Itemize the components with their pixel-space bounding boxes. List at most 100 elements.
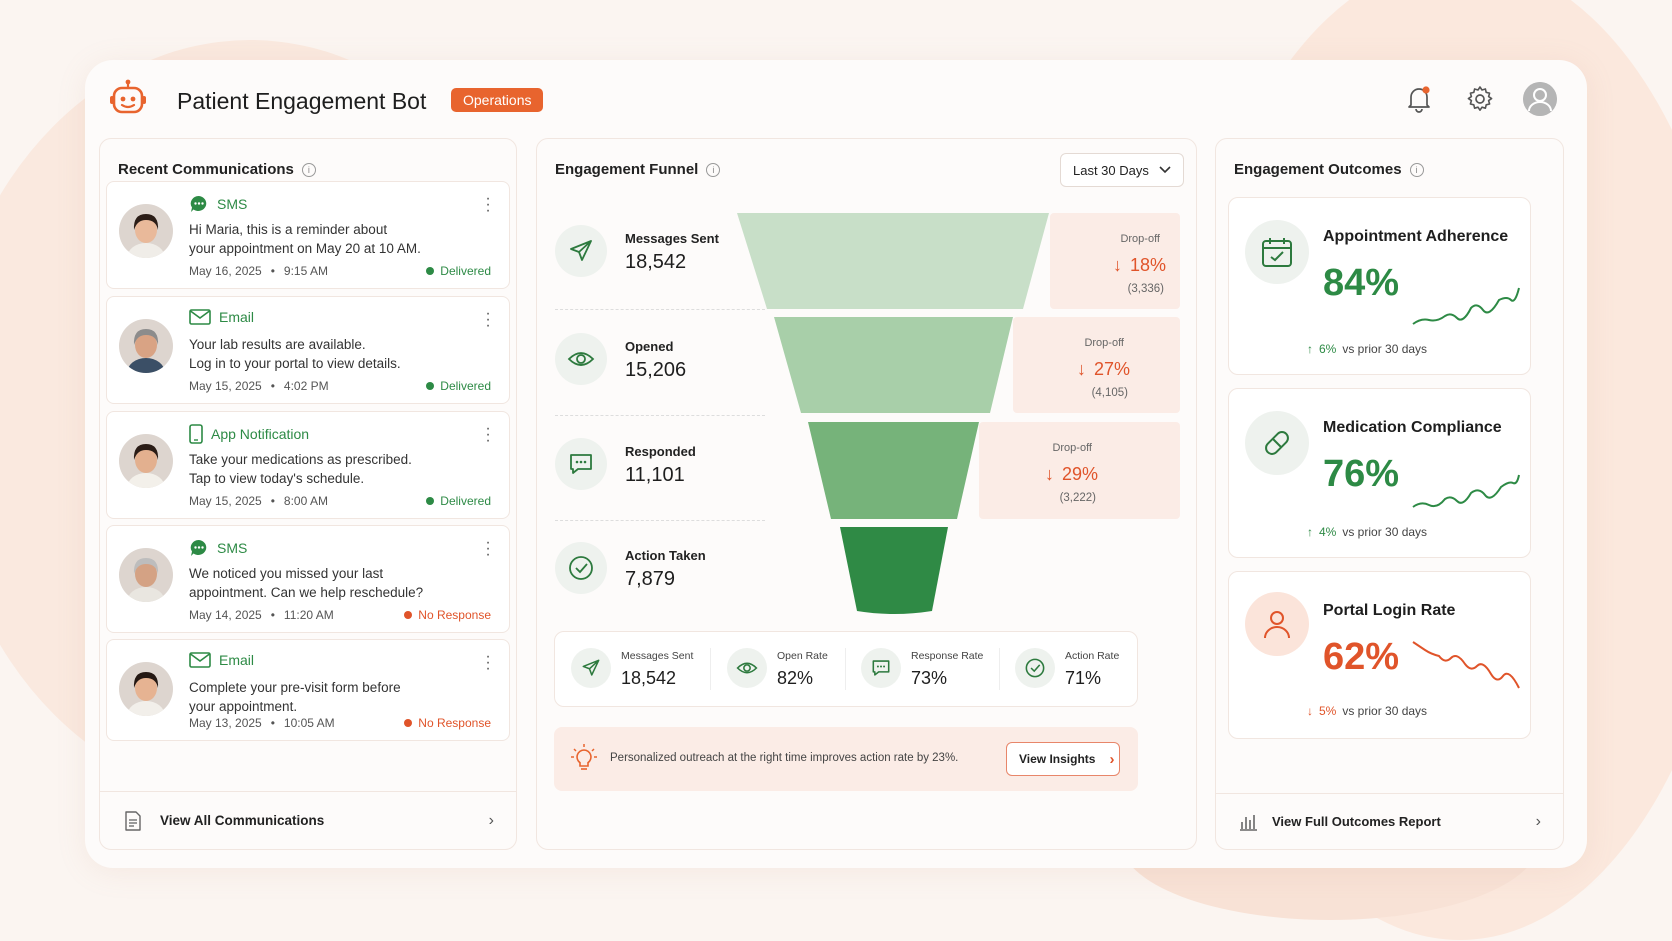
more-options-icon[interactable]: · · ·: [485, 420, 491, 449]
message-date: May 14, 2025: [189, 608, 262, 622]
channel-name: SMS: [217, 540, 248, 556]
message-line: Hi Maria, this is a reminder about: [189, 222, 388, 237]
outcome-trend: ↑ 6% vs prior 30 days: [1307, 342, 1427, 356]
panel-title: Recent Communications i: [118, 161, 316, 178]
info-icon[interactable]: i: [301, 162, 316, 177]
engagement-outcomes-title: Engagement Outcomes: [1234, 161, 1402, 178]
stage-label: Action Taken: [625, 548, 706, 563]
outcome-card-appointment-adherence[interactable]: Appointment Adherence 84% ↑ 6% vs prior …: [1228, 197, 1531, 375]
notification-bell-icon[interactable]: [1402, 82, 1436, 116]
calendar-icon: [1245, 220, 1309, 284]
eye-icon: [727, 648, 767, 688]
separator-dot: •: [270, 608, 275, 622]
summary-divider: [845, 648, 846, 690]
sparkline-chart: [1412, 474, 1520, 508]
channel-name: Email: [219, 652, 255, 668]
view-insights-button[interactable]: View Insights ›: [1006, 742, 1120, 776]
lightbulb-icon: [571, 744, 597, 770]
stage-divider: [555, 309, 765, 310]
send-icon: [555, 225, 607, 277]
insight-text: Personalized outreach at the right time …: [610, 752, 959, 764]
settings-gear-icon[interactable]: [1463, 82, 1497, 116]
funnel-stage-opened: [774, 317, 1013, 413]
outcome-card-medication-compliance[interactable]: Medication Compliance 76% ↑ 4% vs prior …: [1228, 388, 1531, 558]
separator-dot: •: [270, 379, 275, 393]
email-envelope-icon: [189, 309, 211, 325]
stage-value: 18,542: [625, 251, 687, 273]
message-line: Complete your pre-visit form before: [189, 680, 401, 695]
message-line: Tap to view today's schedule.: [189, 471, 365, 486]
chat-bubble-icon: [555, 438, 607, 490]
message-time: 10:05 AM: [283, 716, 335, 730]
communication-item[interactable]: Email · · · Your lab results are available. L…: [106, 296, 510, 404]
patient-avatar: [119, 548, 173, 602]
stage-value: 7,879: [625, 568, 676, 590]
stage-value: 15,206: [625, 359, 687, 381]
funnel-stage-sent: [737, 213, 1049, 309]
message-text: Your lab results are available. Log in to…: [189, 335, 489, 373]
separator-dot: •: [270, 716, 275, 730]
arrow-down-icon: ↓: [1307, 704, 1313, 718]
date-range-select[interactable]: Last 30 Days: [1060, 153, 1184, 187]
more-options-icon[interactable]: · · ·: [485, 534, 491, 563]
message-line: We noticed you missed your last: [189, 566, 384, 581]
message-text: We noticed you missed your last appointme…: [189, 564, 489, 602]
engagement-funnel-title: Engagement Funnel: [555, 161, 699, 178]
communication-item[interactable]: SMS · · · Hi Maria, this is a reminder about…: [106, 181, 510, 289]
outcome-percent: 84%: [1323, 262, 1400, 304]
chat-bubble-icon: [861, 648, 901, 688]
communication-item[interactable]: App Notification · · · Take your medications…: [106, 411, 510, 519]
date-range-value: Last 30 Days: [1073, 162, 1149, 178]
dropoff-box-2: Drop-off ↓ 27% (4,105): [1013, 317, 1180, 413]
check-circle-icon: [555, 542, 607, 594]
dropoff-label: Drop-off: [1120, 233, 1160, 245]
funnel-stage-action: [840, 527, 948, 614]
dropoff-percent-value: 27%: [1093, 359, 1130, 379]
channel-label: SMS: [189, 538, 247, 558]
arrow-down-icon: ↓: [1076, 359, 1086, 379]
outcome-card-portal-login-rate[interactable]: Portal Login Rate 62% ↓ 5% vs prior 30 d…: [1228, 571, 1531, 739]
more-options-icon[interactable]: · · ·: [485, 305, 491, 334]
user-avatar-icon[interactable]: [1523, 82, 1557, 116]
outcome-percent: 76%: [1323, 453, 1400, 495]
communication-item[interactable]: SMS · · · We noticed you missed your last app…: [106, 525, 510, 633]
stage-label: Opened: [625, 339, 674, 354]
view-full-outcomes-report-link[interactable]: View Full Outcomes Report ›: [1216, 793, 1563, 849]
dropoff-count: (3,222): [1059, 492, 1096, 504]
summary-label: Messages Sent: [621, 650, 694, 662]
channel-label: Email: [189, 652, 254, 668]
chevron-right-icon: ›: [488, 811, 494, 829]
more-options-icon[interactable]: · · ·: [485, 648, 491, 677]
status-badge: Delivered: [426, 264, 491, 278]
message-text: Complete your pre-visit form before your …: [189, 678, 489, 716]
view-all-communications-link[interactable]: View All Communications ›: [100, 791, 516, 849]
view-insights-label: View Insights: [1019, 752, 1096, 766]
communication-item[interactable]: Email · · · Complete your pre-visit form bef…: [106, 639, 510, 741]
chevron-down-icon: [1159, 166, 1171, 174]
dropoff-percent-value: 18%: [1129, 255, 1166, 275]
message-line: Your lab results are available.: [189, 337, 366, 352]
summary-value: 82%: [777, 668, 814, 688]
bar-chart-icon: [1240, 814, 1257, 831]
message-line: your appointment on May 20 at 10 AM.: [189, 241, 421, 256]
status-dot-icon: [426, 267, 435, 275]
dropoff-count: (3,336): [1127, 283, 1164, 295]
arrow-up-icon: ↑: [1307, 342, 1313, 356]
more-options-icon[interactable]: · · ·: [485, 190, 491, 219]
channel-name: SMS: [217, 196, 248, 212]
separator-dot: •: [270, 494, 275, 508]
message-text: Hi Maria, this is a reminder about your a…: [189, 220, 489, 258]
message-line: Take your medications as prescribed.: [189, 452, 412, 467]
dropoff-percent: ↓ 27%: [1077, 359, 1130, 380]
outcome-trend: ↑ 4% vs prior 30 days: [1307, 525, 1427, 539]
info-icon[interactable]: i: [706, 162, 721, 177]
trend-delta: 4%: [1319, 525, 1337, 539]
view-full-outcomes-report-label: View Full Outcomes Report: [1272, 814, 1441, 829]
patient-avatar: [119, 662, 173, 716]
app-title: Patient Engagement Bot: [177, 88, 427, 114]
message-timestamp: May 14, 2025 • 11:20 AM: [189, 608, 334, 622]
eye-icon: [555, 333, 607, 385]
summary-value: 18,542: [621, 668, 677, 688]
info-icon[interactable]: i: [1409, 162, 1424, 177]
channel-label: SMS: [189, 194, 247, 214]
